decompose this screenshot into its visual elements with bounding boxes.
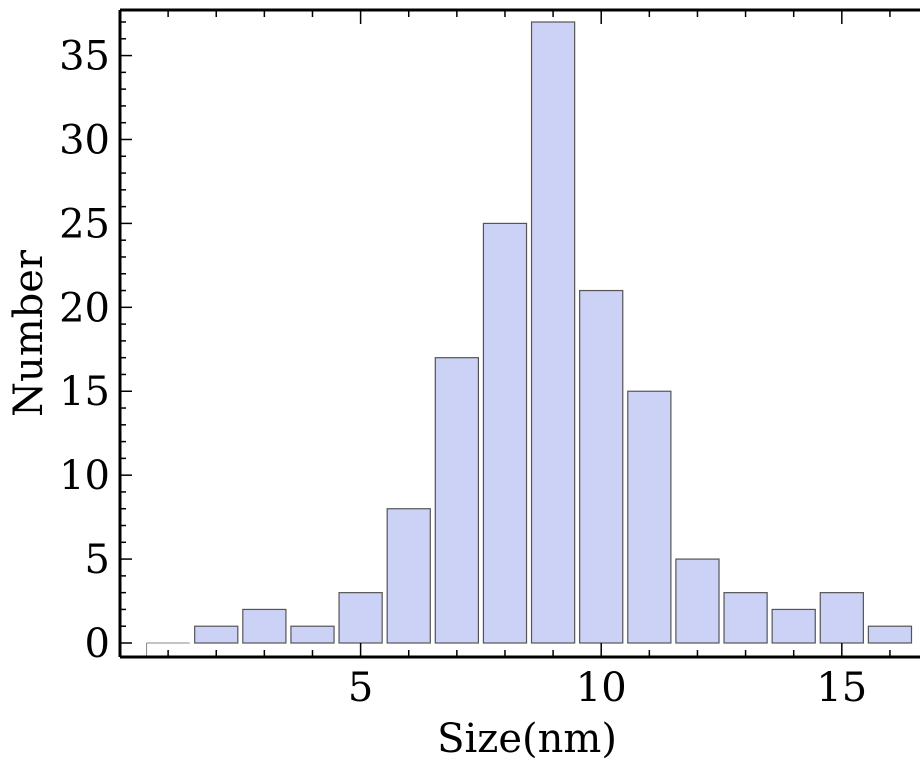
- histogram-bar: [579, 289, 624, 644]
- y-tick-label: 15: [59, 369, 110, 415]
- histogram-bar: [194, 625, 239, 644]
- x-axis-title: Size(nm): [437, 716, 617, 762]
- ticks-group: 0 5 10 15 20 25 30 35 5 10 15: [59, 10, 891, 711]
- y-tick-label: 0: [85, 621, 110, 667]
- y-axis-title: Number: [6, 249, 52, 417]
- histogram-bar: [627, 390, 672, 644]
- histogram-bar: [867, 625, 913, 644]
- histogram-bar: [386, 508, 431, 644]
- histogram-bar: [723, 592, 768, 644]
- x-tick-label: 5: [348, 665, 373, 711]
- x-tick-label: 10: [576, 665, 627, 711]
- histogram-bar: [771, 608, 816, 644]
- y-tick-label: 20: [59, 285, 110, 331]
- histogram-bar: [242, 608, 287, 644]
- y-tick-label: 10: [59, 453, 110, 499]
- axes-group: [118, 8, 920, 659]
- histogram-bar: [338, 592, 383, 644]
- histogram-bar: [434, 357, 480, 644]
- histogram-bar: [482, 222, 528, 644]
- bars-group: [146, 21, 913, 657]
- histogram-bar: [675, 558, 720, 644]
- x-tick-label: 15: [816, 665, 867, 711]
- y-tick-label: 35: [59, 34, 110, 80]
- histogram-bar: [819, 592, 864, 644]
- y-tick-label: 5: [85, 537, 110, 583]
- histogram-bar: [530, 21, 576, 644]
- y-tick-label: 30: [59, 117, 110, 163]
- y-tick-label: 25: [59, 201, 110, 247]
- histogram-bar: [290, 625, 335, 644]
